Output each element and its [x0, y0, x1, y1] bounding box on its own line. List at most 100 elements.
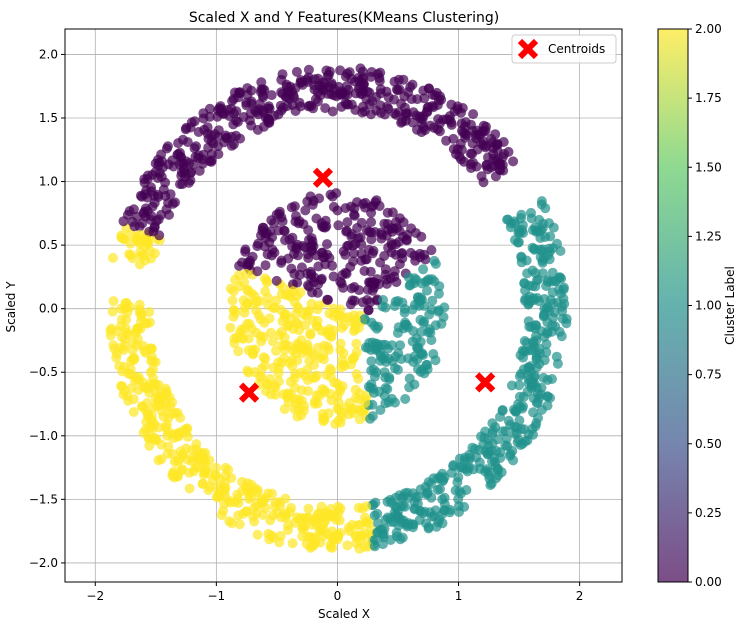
data-point — [197, 451, 208, 462]
data-point — [279, 344, 290, 355]
data-point — [234, 519, 245, 530]
data-point — [399, 91, 410, 102]
data-point — [256, 77, 267, 88]
data-point — [303, 253, 314, 264]
data-point — [226, 131, 237, 142]
data-point — [541, 347, 552, 358]
data-point — [498, 137, 509, 147]
data-point — [106, 323, 117, 334]
data-point — [534, 214, 545, 225]
data-point — [263, 528, 274, 539]
data-point — [131, 231, 142, 242]
data-point — [284, 357, 295, 368]
y-tick-label: 0.5 — [39, 238, 58, 252]
colorbar-tick-label: 1.25 — [695, 229, 722, 243]
data-point — [366, 217, 377, 228]
data-point — [417, 348, 428, 359]
data-point — [531, 382, 542, 393]
data-point — [121, 302, 132, 313]
data-point — [127, 216, 138, 227]
data-point — [322, 249, 333, 260]
data-point — [394, 259, 405, 270]
data-point — [328, 271, 339, 282]
data-point — [279, 225, 290, 236]
data-point — [223, 495, 234, 506]
data-point — [260, 260, 271, 271]
data-point — [276, 255, 287, 266]
data-point — [246, 288, 257, 299]
data-point — [348, 248, 359, 259]
data-point — [141, 185, 152, 196]
data-point — [119, 234, 130, 245]
x-tick-label: 1 — [455, 589, 463, 603]
data-point — [180, 124, 191, 135]
data-point — [127, 337, 138, 348]
data-point — [327, 106, 338, 117]
data-point — [253, 310, 264, 321]
data-point — [520, 294, 531, 304]
data-point — [514, 228, 525, 238]
data-point — [197, 158, 208, 169]
data-point — [252, 529, 263, 540]
data-point — [237, 257, 248, 268]
data-point — [335, 345, 346, 356]
data-point — [306, 347, 317, 358]
data-point — [291, 243, 302, 254]
data-point — [287, 232, 298, 243]
data-point — [210, 462, 221, 473]
data-point — [259, 241, 270, 252]
data-point — [325, 371, 336, 382]
data-point — [291, 348, 301, 359]
data-point — [252, 266, 263, 277]
data-point — [342, 217, 353, 228]
data-point — [382, 384, 393, 394]
data-point — [182, 137, 193, 148]
data-point — [234, 281, 245, 292]
data-point — [397, 248, 407, 258]
data-point — [286, 502, 296, 513]
data-point — [142, 173, 153, 184]
data-point — [300, 205, 311, 216]
data-point — [404, 382, 415, 393]
data-point — [251, 327, 262, 338]
data-point — [360, 512, 370, 523]
data-point — [422, 488, 433, 499]
data-point — [366, 379, 377, 390]
data-point — [199, 124, 210, 135]
data-point — [340, 98, 351, 108]
data-point — [343, 84, 354, 95]
data-point — [530, 281, 541, 292]
data-point — [498, 165, 509, 176]
data-point — [255, 87, 266, 97]
data-point — [161, 143, 172, 154]
y-tick-label: −1.0 — [29, 429, 58, 443]
data-point — [262, 249, 273, 260]
legend: Centroids — [511, 34, 617, 64]
data-point — [170, 197, 180, 208]
data-point — [176, 152, 186, 162]
data-point — [533, 412, 543, 423]
data-point — [307, 315, 318, 326]
data-point — [497, 405, 508, 415]
data-point — [428, 349, 439, 359]
data-point — [265, 515, 276, 526]
data-point — [277, 69, 288, 80]
data-point — [520, 285, 531, 296]
data-point — [370, 227, 380, 237]
data-point — [266, 90, 277, 101]
data-point — [558, 293, 569, 304]
data-point — [551, 351, 562, 362]
data-point — [161, 419, 172, 430]
data-point — [365, 266, 376, 277]
data-point — [299, 370, 310, 381]
data-point — [539, 355, 550, 366]
data-point — [264, 115, 275, 126]
data-point — [216, 510, 227, 521]
data-point — [460, 132, 471, 143]
data-point — [139, 382, 149, 393]
data-point — [256, 496, 267, 507]
data-point — [407, 79, 418, 90]
data-point — [486, 133, 497, 144]
data-point — [480, 466, 491, 477]
data-point — [240, 246, 251, 257]
